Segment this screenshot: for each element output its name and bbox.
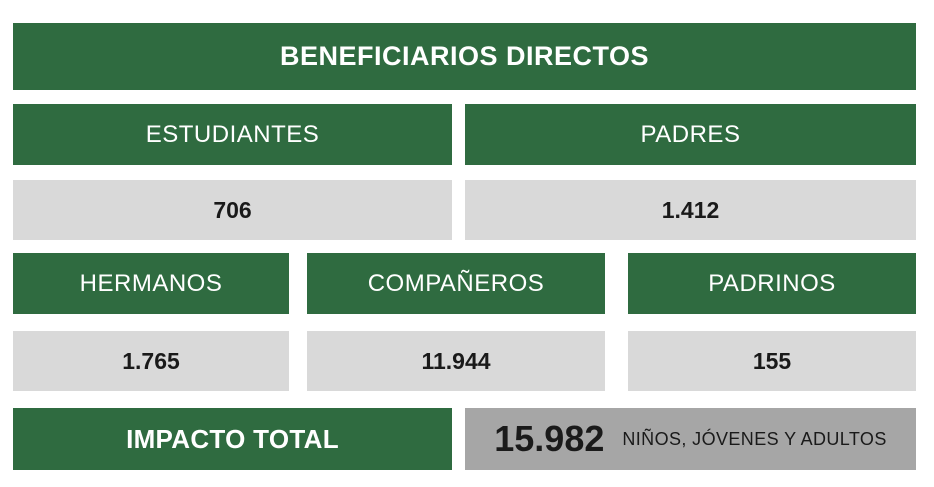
padrinos-value: 155: [628, 331, 916, 391]
impacto-total-value: 15.982: [494, 418, 605, 459]
companeros-value: 11.944: [307, 331, 605, 391]
estudiantes-label: ESTUDIANTES: [13, 104, 452, 165]
padres-value: 1.412: [465, 180, 916, 240]
impacto-total-unit: NIÑOS, JÓVENES Y ADULTOS: [622, 428, 887, 449]
hermanos-label: HERMANOS: [13, 253, 289, 314]
impacto-total-value-box: 15.982 NIÑOS, JÓVENES Y ADULTOS: [465, 408, 916, 470]
padres-label: PADRES: [465, 104, 916, 165]
companeros-label: COMPAÑEROS: [307, 253, 605, 314]
hermanos-value: 1.765: [13, 331, 289, 391]
impacto-total-label: IMPACTO TOTAL: [13, 408, 452, 470]
padrinos-label: PADRINOS: [628, 253, 916, 314]
estudiantes-value: 706: [13, 180, 452, 240]
page-title: BENEFICIARIOS DIRECTOS: [13, 23, 916, 90]
